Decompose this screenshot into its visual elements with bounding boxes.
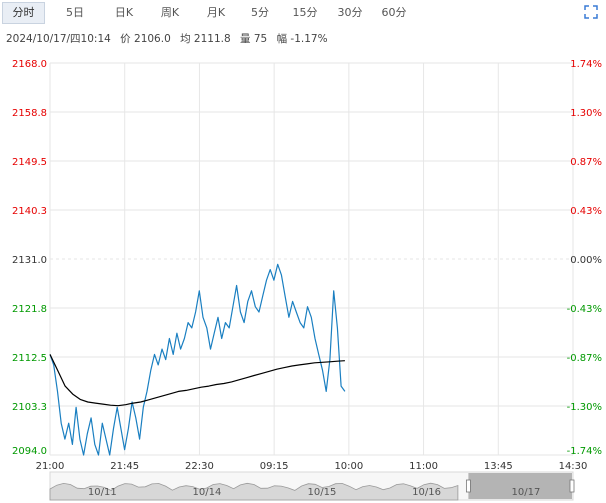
quote-info-bar: 2024/10/17/四10:14 价 2106.0 均 2111.8 量 75… bbox=[6, 31, 334, 46]
tab-5day[interactable]: 5日 bbox=[66, 6, 84, 19]
navigator-date-label: 10/17 bbox=[512, 487, 541, 498]
left-axis-label: 2112.5 bbox=[12, 353, 47, 364]
x-axis-label: 13:45 bbox=[484, 461, 513, 472]
right-axis-label: 0.87% bbox=[570, 157, 602, 168]
avg-price-line bbox=[49, 354, 345, 407]
x-axis-label: 09:15 bbox=[260, 461, 289, 472]
navigator-date-label: 10/11 bbox=[88, 487, 117, 498]
right-axis-label: -0.43% bbox=[567, 304, 602, 315]
avg-price-label: 均 2111.8 bbox=[180, 33, 231, 45]
navigator-handle bbox=[569, 479, 575, 493]
x-axis-label: 14:30 bbox=[559, 461, 588, 472]
navigator-area bbox=[49, 482, 459, 501]
tab-60min[interactable]: 60分 bbox=[381, 6, 407, 19]
right-axis-label: -1.74% bbox=[567, 446, 602, 457]
period-tab-bar: 分时 5日 日K 周K 月K 5分 15分 30分 60分 bbox=[0, 0, 606, 26]
tab-15min[interactable]: 15分 bbox=[292, 6, 318, 19]
tab-monthly-k[interactable]: 月K bbox=[206, 6, 226, 19]
right-axis-label: 0.43% bbox=[570, 206, 602, 217]
right-axis-label: -0.87% bbox=[567, 353, 602, 364]
navigator-date-label: 10/16 bbox=[412, 487, 441, 498]
tab-5min[interactable]: 5分 bbox=[251, 6, 269, 19]
x-axis-label: 22:30 bbox=[185, 461, 214, 472]
tab-30min[interactable]: 30分 bbox=[337, 6, 363, 19]
navigator-selection bbox=[468, 473, 572, 499]
expand-icon[interactable] bbox=[584, 5, 598, 19]
left-axis-label: 2121.8 bbox=[12, 304, 47, 315]
tab-weekly-k[interactable]: 周K bbox=[160, 6, 180, 19]
right-axis-label: -1.30% bbox=[567, 402, 602, 413]
x-axis-label: 21:45 bbox=[110, 461, 139, 472]
left-axis-label: 2168.0 bbox=[12, 59, 47, 70]
left-axis-label: 2094.0 bbox=[12, 446, 47, 457]
left-axis-label: 2158.8 bbox=[12, 108, 47, 119]
tab-daily-k[interactable]: 日K bbox=[114, 6, 134, 19]
navigator-handle bbox=[465, 479, 471, 493]
x-axis-label: 11:00 bbox=[409, 461, 438, 472]
price-label: 价 2106.0 bbox=[120, 33, 171, 45]
left-axis-label: 2103.3 bbox=[12, 402, 47, 413]
change-label: 幅 -1.17% bbox=[276, 33, 328, 45]
left-axis-label: 2149.5 bbox=[12, 157, 47, 168]
x-axis-label: 10:00 bbox=[334, 461, 363, 472]
x-axis-label: 21:00 bbox=[36, 461, 65, 472]
left-axis-label: 2140.3 bbox=[12, 206, 47, 217]
navigator-date-label: 10/14 bbox=[192, 487, 221, 498]
datetime-label: 2024/10/17/四10:14 bbox=[6, 33, 111, 45]
right-axis-label: 1.30% bbox=[570, 108, 602, 119]
left-axis-label: 2131.0 bbox=[12, 255, 47, 266]
volume-label: 量 75 bbox=[240, 33, 268, 45]
right-axis-label: 0.00% bbox=[570, 255, 602, 266]
price-line bbox=[49, 263, 346, 456]
intraday-chart[interactable]: 2168.0 2158.8 2149.5 2140.3 2131.0 2121.8 2112… bbox=[0, 52, 606, 503]
tab-intraday[interactable]: 分时 bbox=[2, 2, 45, 24]
right-axis-label: 1.74% bbox=[570, 59, 602, 70]
navigator-date-label: 10/15 bbox=[308, 487, 337, 498]
